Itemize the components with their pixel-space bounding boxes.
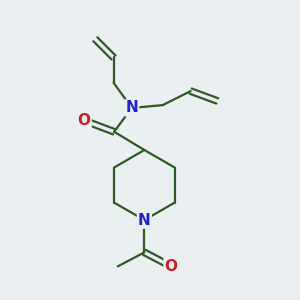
- Text: O: O: [164, 259, 178, 274]
- Text: N: N: [138, 213, 151, 228]
- Text: N: N: [125, 100, 138, 116]
- Text: O: O: [78, 113, 91, 128]
